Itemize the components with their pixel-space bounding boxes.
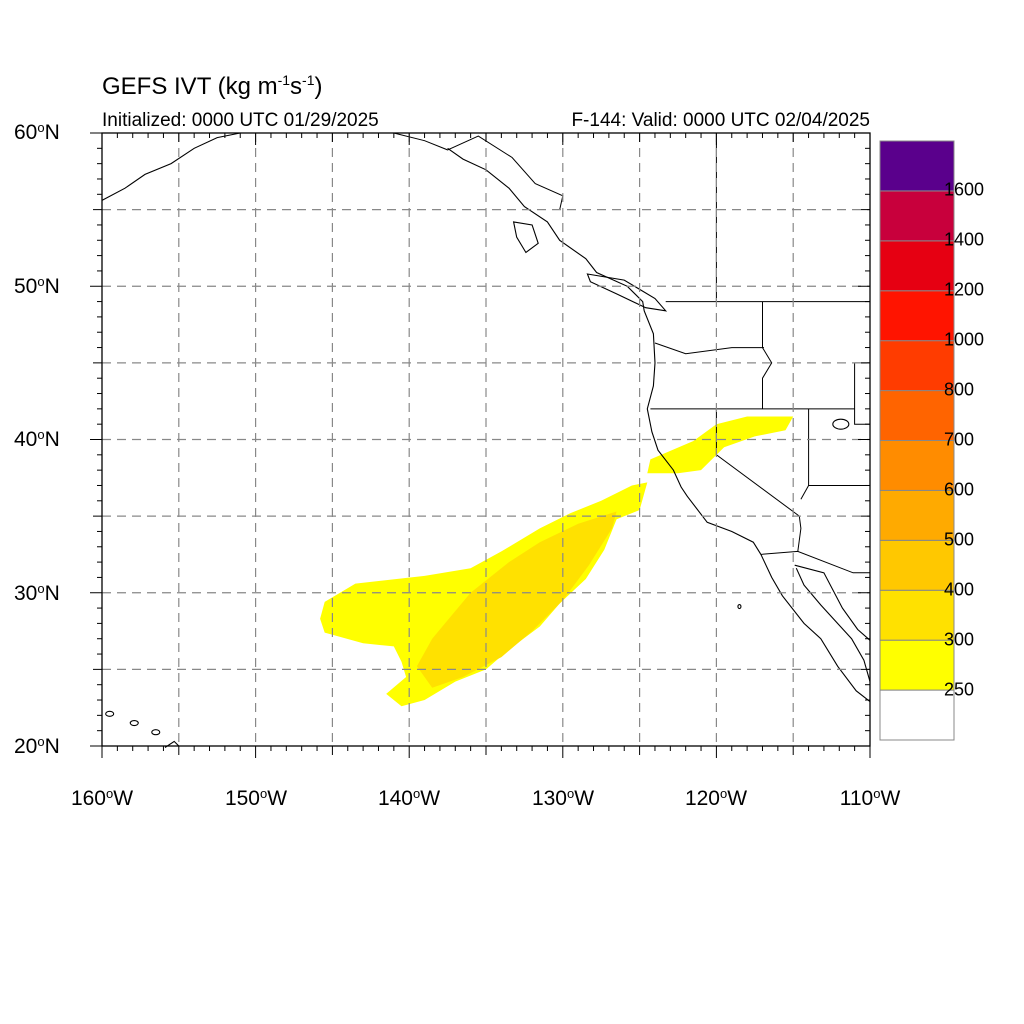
colorbar-label-700: 700 bbox=[944, 429, 975, 450]
colorbar-bin bbox=[879, 340, 955, 392]
border-line bbox=[854, 362, 870, 425]
plot-title: GEFS IVT (kg m-1s-1) bbox=[102, 72, 323, 100]
border-line bbox=[760, 550, 870, 574]
guadalupe-island bbox=[737, 603, 742, 610]
colorbar-label-800: 800 bbox=[944, 379, 975, 400]
lon-label-140w: 140oW bbox=[377, 786, 441, 810]
hawaii-island bbox=[129, 719, 139, 727]
lon-label-160w: 160oW bbox=[70, 786, 134, 810]
colorbar bbox=[879, 140, 955, 741]
border-line bbox=[762, 301, 773, 409]
lat-label-30n: 30oN bbox=[14, 581, 60, 605]
colorbar-bin bbox=[879, 689, 955, 741]
colorbar-label-1000: 1000 bbox=[944, 329, 985, 350]
border-line bbox=[800, 408, 810, 500]
colorbar-label-1600: 1600 bbox=[944, 179, 985, 200]
colorbar-label-1400: 1400 bbox=[944, 229, 985, 250]
colorbar-bin bbox=[879, 390, 955, 442]
lon-label-110w: 110oW bbox=[839, 786, 901, 810]
coastline-gulf-of-california bbox=[795, 567, 871, 682]
lat-label-60n: 60oN bbox=[14, 120, 60, 144]
border-line bbox=[393, 132, 564, 210]
colorbar-label-500: 500 bbox=[944, 529, 975, 550]
lon-label-150w: 150oW bbox=[224, 786, 288, 810]
hawaii-island bbox=[151, 729, 161, 736]
hawaii-island bbox=[105, 710, 115, 717]
ivt-plume-400 bbox=[416, 511, 617, 688]
coastline-alaska bbox=[101, 132, 241, 201]
colorbar-bin bbox=[879, 190, 955, 242]
colorbar-label-1200: 1200 bbox=[944, 279, 985, 300]
colorbar-bin bbox=[879, 240, 955, 292]
colorbar-bin bbox=[879, 489, 955, 541]
haida-gwaii bbox=[512, 221, 539, 254]
coastline-sonora bbox=[794, 564, 871, 641]
great-salt-lake bbox=[832, 418, 850, 430]
vancouver-island bbox=[586, 273, 668, 312]
ivt-coastal-300 bbox=[647, 416, 794, 474]
colorbar-bin bbox=[879, 290, 955, 342]
lat-lon-grid bbox=[102, 133, 870, 746]
lat-label-40n: 40oN bbox=[14, 427, 60, 451]
colorbar-bin bbox=[879, 639, 955, 691]
lon-label-130w: 130oW bbox=[531, 786, 595, 810]
lat-label-20n: 20oN bbox=[14, 734, 60, 758]
colorbar-bin bbox=[879, 440, 955, 491]
colorbar-label-300: 300 bbox=[944, 629, 975, 650]
colorbar-bin-top bbox=[879, 140, 955, 192]
init-time-label: Initialized: 0000 UTC 01/29/2025 bbox=[102, 110, 379, 131]
colorbar-label-250: 250 bbox=[944, 679, 975, 700]
colorbar-label-400: 400 bbox=[944, 579, 975, 600]
colorbar-label-600: 600 bbox=[944, 479, 975, 500]
colorbar-bin bbox=[879, 539, 955, 591]
colorbar-bin bbox=[879, 589, 955, 641]
valid-time-label: F-144: Valid: 0000 UTC 02/04/2025 bbox=[571, 110, 870, 131]
border-line bbox=[654, 342, 764, 355]
lon-label-120w: 120oW bbox=[684, 786, 748, 810]
map-frame bbox=[101, 132, 871, 747]
ivt-shading bbox=[320, 416, 794, 707]
lat-label-50n: 50oN bbox=[14, 274, 60, 298]
